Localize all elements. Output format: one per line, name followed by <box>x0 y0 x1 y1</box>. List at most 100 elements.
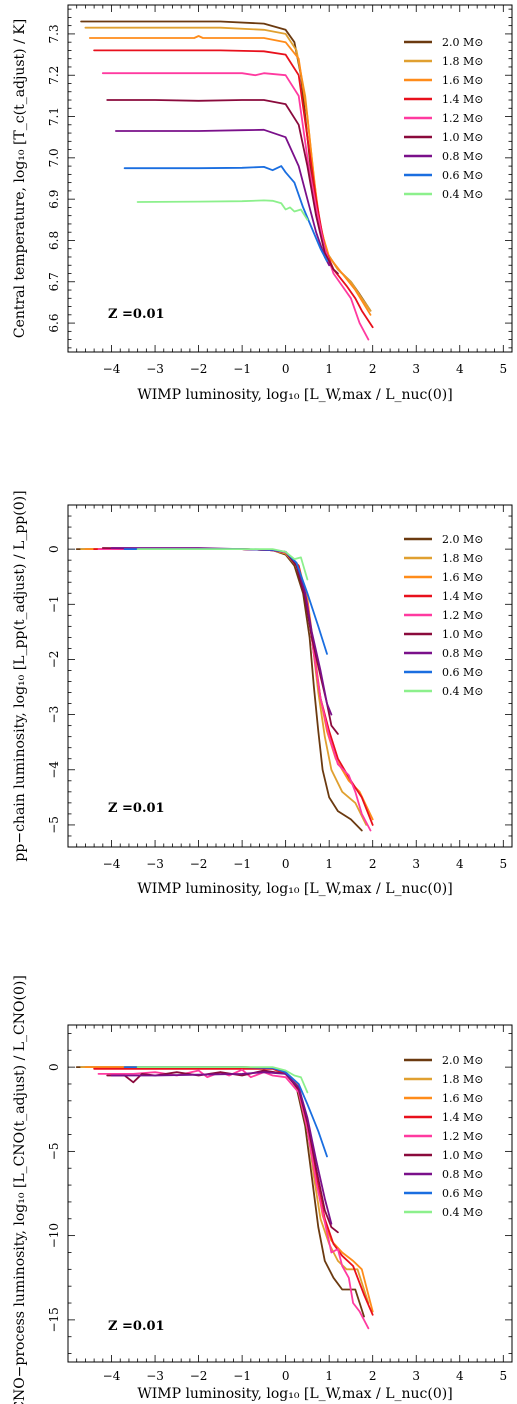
y-tick-label: 7.1 <box>47 107 61 126</box>
x-tick-label: 0 <box>282 857 290 871</box>
plot-frame <box>67 4 513 353</box>
y-tick-label: −1 <box>47 595 61 613</box>
x-tick-label: 5 <box>499 857 507 871</box>
x-tick-label: 5 <box>499 1369 507 1383</box>
x-tick-label: 2 <box>369 857 377 871</box>
x-tick-label: 1 <box>325 1369 333 1383</box>
series-line-0.6 <box>123 165 328 262</box>
y-tick-label: −2 <box>47 651 61 669</box>
y-tick-label: −5 <box>47 816 61 834</box>
y-tick-label: 0 <box>47 545 61 553</box>
legend-label: 1.8 M⊙ <box>442 552 483 565</box>
series-line-1.0 <box>101 547 339 735</box>
legend-label: 1.0 M⊙ <box>442 1149 483 1162</box>
x-tick-label: 3 <box>412 1369 420 1383</box>
y-axis-label: Central temperature, log₁₀ [T_c(t_adjust… <box>12 19 28 338</box>
x-tick-label: 0 <box>282 1369 290 1383</box>
y-axis-label: pp−chain luminosity, log₁₀ [L_pp(t_adjus… <box>12 490 28 861</box>
legend-label: 1.8 M⊙ <box>442 55 483 68</box>
series-line-1.2 <box>97 1068 370 1330</box>
legend-label: 0.6 M⊙ <box>442 666 483 679</box>
x-tick-label: −3 <box>146 1369 164 1383</box>
x-tick-label: 5 <box>499 362 507 376</box>
series-line-1.8 <box>84 26 372 312</box>
y-tick-label: −4 <box>47 761 61 779</box>
series-line-1.2 <box>97 548 372 832</box>
x-tick-label: −4 <box>103 362 121 376</box>
y-tick-label: −5 <box>47 1143 61 1161</box>
y-tick-label: −10 <box>47 1223 61 1248</box>
y-tick-label: 6.9 <box>47 190 61 209</box>
legend-label: 1.6 M⊙ <box>442 1092 483 1105</box>
legend-label: 0.8 M⊙ <box>442 150 483 163</box>
x-tick-label: −3 <box>146 857 164 871</box>
legend-label: 2.0 M⊙ <box>442 1054 483 1067</box>
series-line-1.4 <box>93 1067 374 1316</box>
y-tick-label: 0 <box>47 1063 61 1071</box>
series-line-0.8 <box>110 1071 333 1225</box>
legend-label: 1.8 M⊙ <box>442 1073 483 1086</box>
legend-label: 1.2 M⊙ <box>442 112 483 125</box>
x-axis-label: WIMP luminosity, log₁₀ [L_W,max / L_nuc(… <box>137 881 452 897</box>
series-line-1.0 <box>106 99 339 275</box>
y-tick-label: 7.2 <box>47 66 61 85</box>
plot-frame <box>67 504 513 848</box>
series-line-1.4 <box>93 548 374 826</box>
x-tick-label: 4 <box>456 1369 464 1383</box>
legend-label: 1.2 M⊙ <box>442 1130 483 1143</box>
series-line-1.8 <box>80 1066 370 1304</box>
x-tick-label: 3 <box>412 857 420 871</box>
series-line-0.6 <box>123 1066 328 1158</box>
z-annotation: Z =0.01 <box>108 307 165 322</box>
x-tick-label: 0 <box>282 362 290 376</box>
x-axis-label: WIMP luminosity, log₁₀ [L_W,max / L_nuc(… <box>137 387 452 403</box>
x-tick-label: −2 <box>190 857 208 871</box>
y-tick-label: 7.0 <box>47 148 61 167</box>
legend-label: 1.0 M⊙ <box>442 628 483 641</box>
series-line-0.4 <box>136 1066 309 1094</box>
legend-label: 1.4 M⊙ <box>442 1111 483 1124</box>
x-tick-label: −1 <box>233 857 251 871</box>
x-tick-label: −2 <box>190 1369 208 1383</box>
x-tick-label: 4 <box>456 857 464 871</box>
legend-label: 1.6 M⊙ <box>442 74 483 87</box>
series-line-0.6 <box>123 548 328 655</box>
legend-label: 1.4 M⊙ <box>442 93 483 106</box>
legend-label: 1.0 M⊙ <box>442 131 483 144</box>
y-tick-label: 6.7 <box>47 272 61 291</box>
y-tick-label: 6.8 <box>47 231 61 250</box>
x-tick-label: 2 <box>369 1369 377 1383</box>
x-tick-label: 1 <box>325 857 333 871</box>
series-line-1.6 <box>88 35 372 316</box>
y-tick-label: −15 <box>47 1307 61 1332</box>
x-tick-label: −1 <box>233 362 251 376</box>
series-line-2.0 <box>80 20 372 312</box>
y-tick-label: 7.3 <box>47 24 61 43</box>
legend-label: 0.6 M⊙ <box>442 1187 483 1200</box>
series-line-1.6 <box>84 548 374 821</box>
legend-label: 2.0 M⊙ <box>442 36 483 49</box>
x-tick-label: 3 <box>412 362 420 376</box>
legend-label: 2.0 M⊙ <box>442 533 483 546</box>
y-tick-label: 6.6 <box>47 314 61 333</box>
legend-label: 0.4 M⊙ <box>442 1206 483 1219</box>
legend-label: 0.8 M⊙ <box>442 1168 483 1181</box>
series-line-0.4 <box>136 199 309 221</box>
legend-label: 0.4 M⊙ <box>442 188 483 201</box>
x-tick-label: −3 <box>146 362 164 376</box>
plot-frame <box>67 1024 513 1363</box>
x-tick-label: 4 <box>456 362 464 376</box>
legend-label: 0.4 M⊙ <box>442 685 483 698</box>
y-axis-label: CNO−process luminosity, log₁₀ [L_CNO(t_a… <box>12 975 28 1404</box>
series-line-0.4 <box>136 548 309 581</box>
z-annotation: Z =0.01 <box>108 801 165 816</box>
series-line-1.0 <box>106 1069 339 1234</box>
series-line-0.8 <box>115 128 331 267</box>
x-tick-label: −2 <box>190 362 208 376</box>
x-tick-label: 1 <box>325 362 333 376</box>
series-line-1.4 <box>93 49 374 329</box>
y-tick-label: −3 <box>47 706 61 724</box>
legend-label: 1.6 M⊙ <box>442 571 483 584</box>
legend-label: 1.4 M⊙ <box>442 590 483 603</box>
